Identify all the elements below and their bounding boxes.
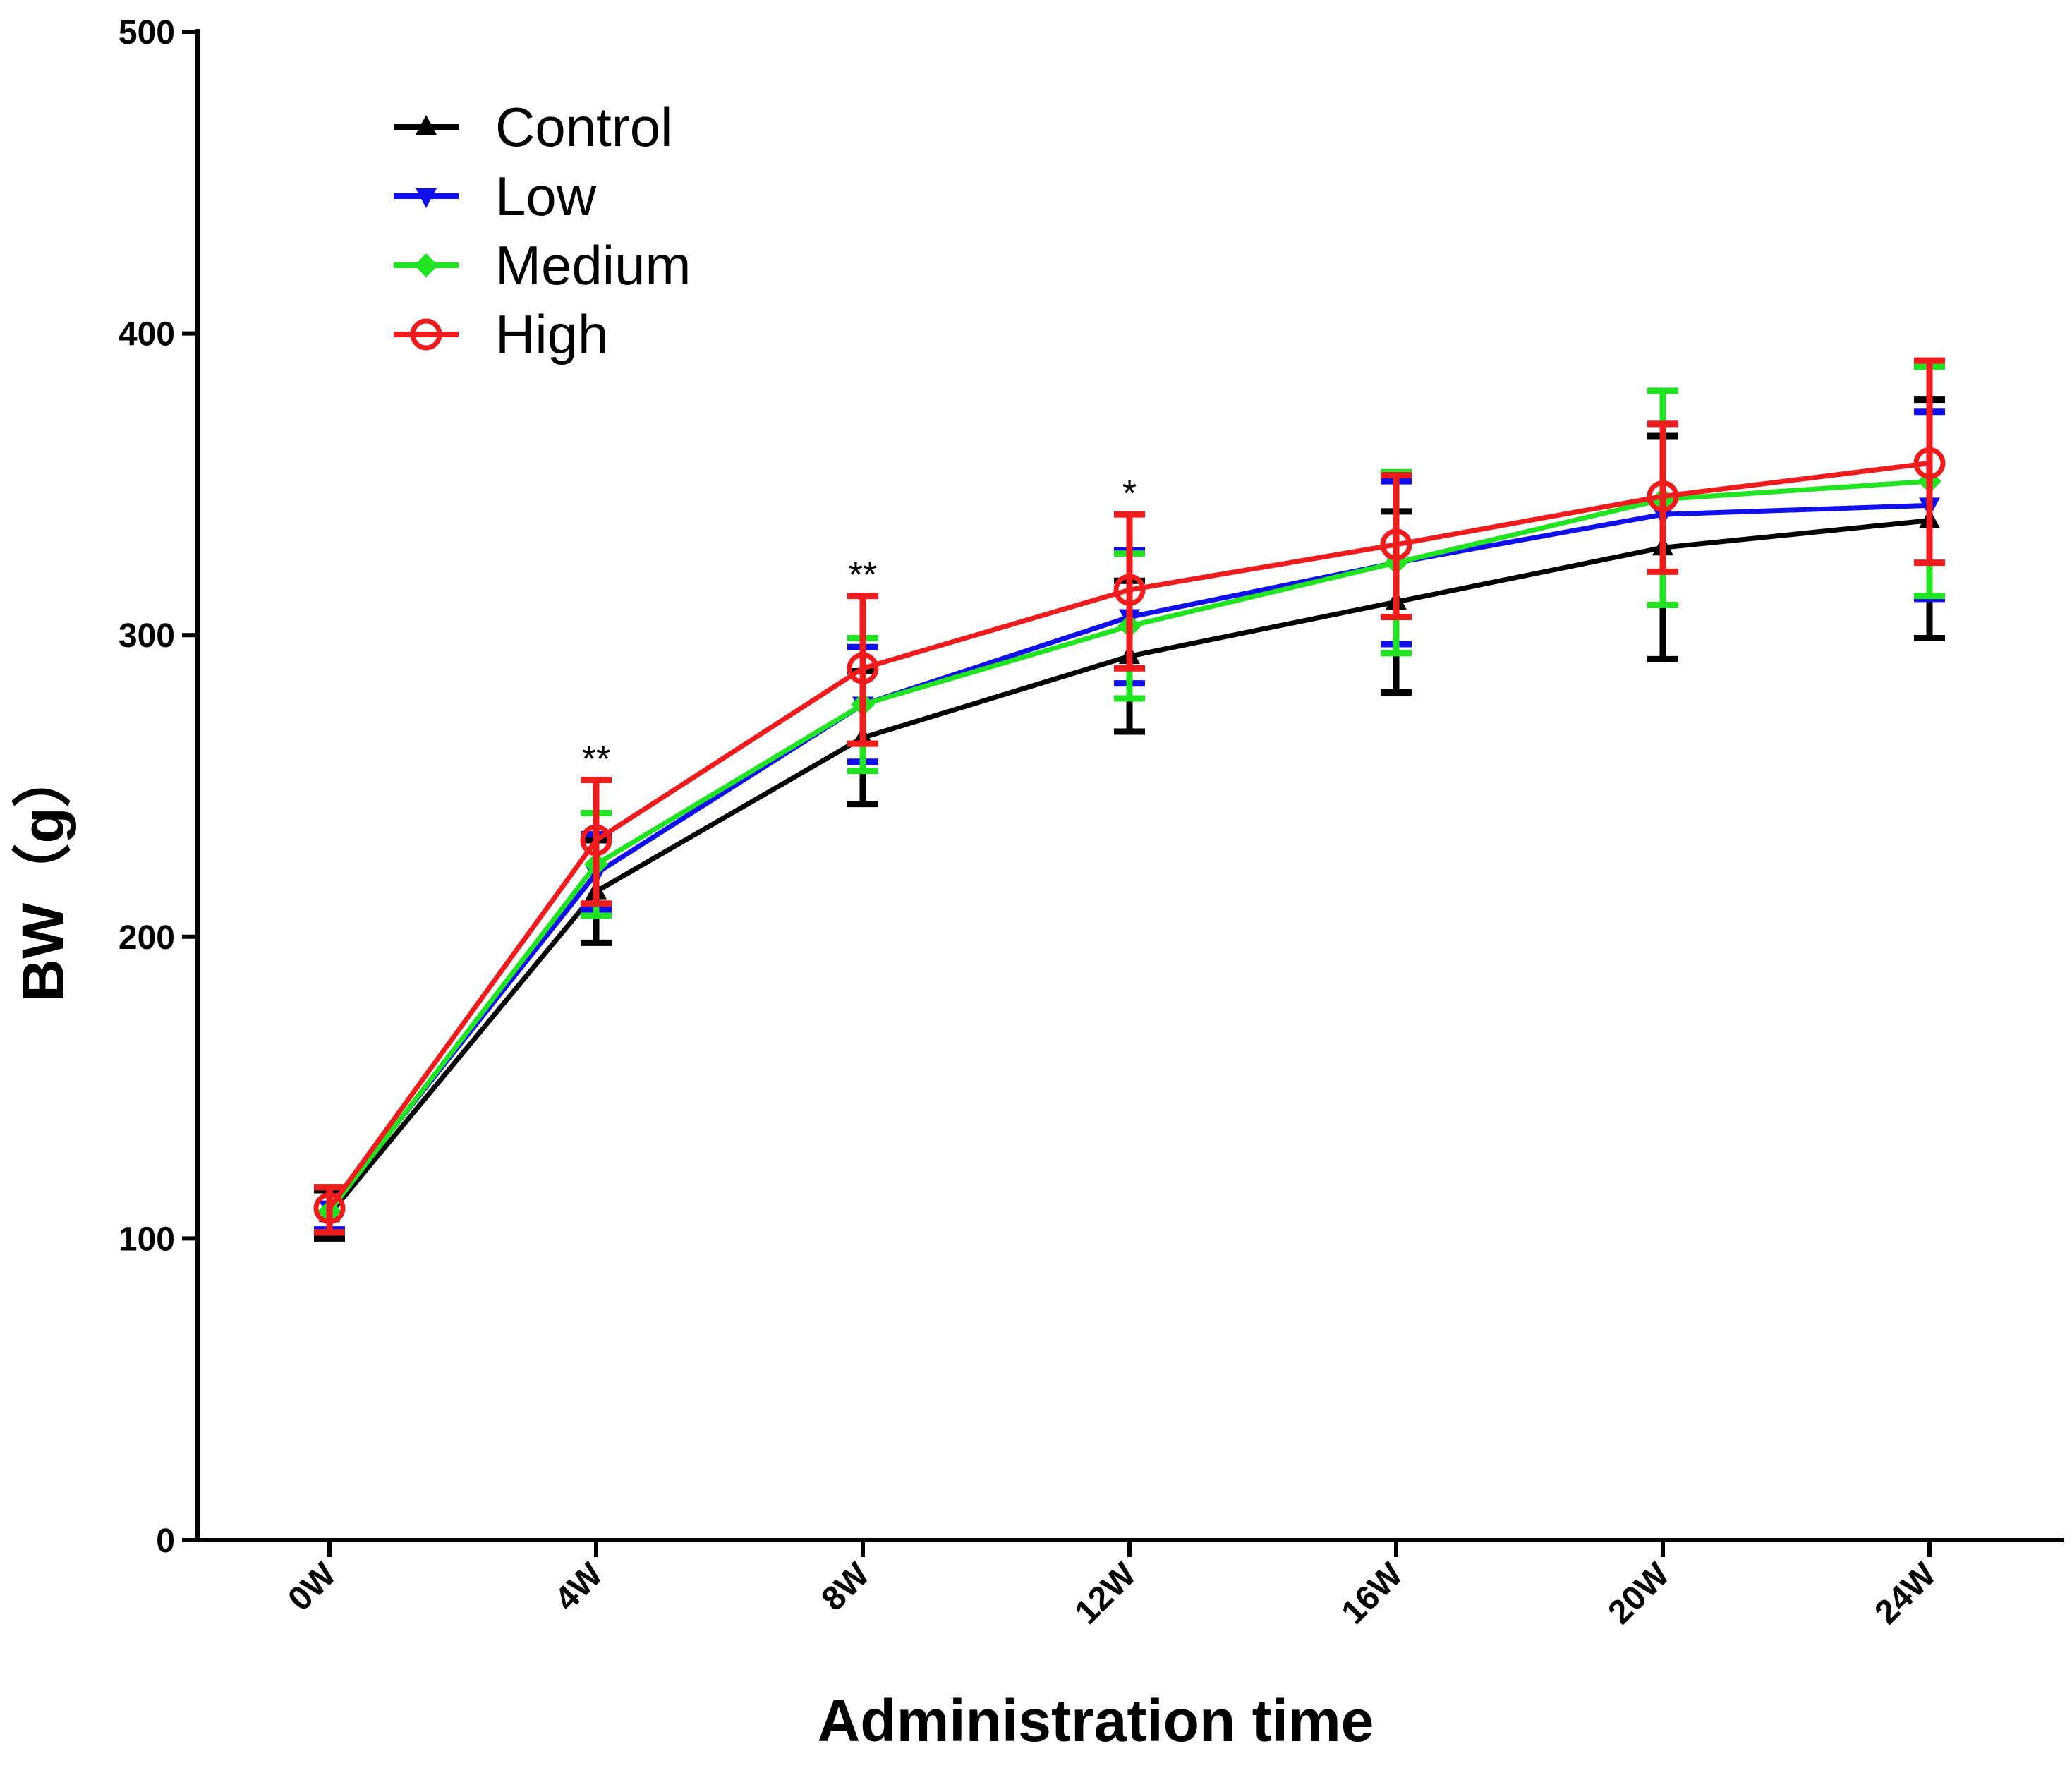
y-tick-label: 0 (156, 1522, 175, 1560)
data-point (1913, 447, 1946, 479)
legend-label: Low (495, 165, 597, 227)
legend-marker (416, 188, 437, 208)
y-tick-label: 400 (119, 316, 175, 353)
y-tick-label: 100 (119, 1221, 175, 1258)
x-tick-label: 8W (814, 1556, 877, 1618)
x-tick-label: 24W (1868, 1556, 1944, 1632)
significance-label: ** (849, 555, 877, 596)
legend: Control Low Medium High (394, 96, 691, 365)
legend-item-high: High (394, 303, 608, 365)
legend-item-low: Low (394, 165, 597, 227)
x-tick-label: 4W (547, 1556, 610, 1618)
data-point (1380, 528, 1412, 561)
legend-label: Medium (495, 234, 691, 296)
y-tick-label: 300 (119, 617, 175, 655)
legend-label: High (495, 303, 608, 365)
legend-item-control: Control (394, 96, 672, 158)
x-tick-label: 20W (1601, 1556, 1678, 1632)
legend-marker (416, 115, 437, 135)
significance-label: * (1122, 473, 1137, 514)
data-point (580, 824, 612, 856)
legend-marker (410, 318, 442, 351)
x-axis-title: Administration time (818, 1688, 1374, 1754)
y-tick-label: 200 (119, 919, 175, 957)
annotation-layer: ***** (582, 473, 1137, 780)
data-point (1113, 574, 1146, 606)
x-tick-label: 16W (1335, 1556, 1411, 1632)
legend-marker (414, 253, 438, 277)
significance-label: ** (582, 739, 610, 780)
x-tick-label: 0W (281, 1556, 344, 1618)
x-tick-label: 12W (1068, 1556, 1144, 1632)
data-point (847, 652, 879, 684)
y-tick-label: 500 (119, 14, 175, 52)
axes-layer: 0 100 200 300 400 500 0W 4W 8W 12W 16W 20W 24W (119, 14, 2064, 1632)
legend-label: Control (495, 96, 672, 158)
y-axis-title: BW（g） (10, 748, 76, 1001)
data-point (1647, 480, 1679, 513)
series-high (313, 357, 1946, 1236)
data-point (313, 1192, 346, 1225)
series-layer (313, 357, 1946, 1242)
legend-item-medium: Medium (394, 234, 691, 296)
series-line (327, 460, 1930, 1210)
